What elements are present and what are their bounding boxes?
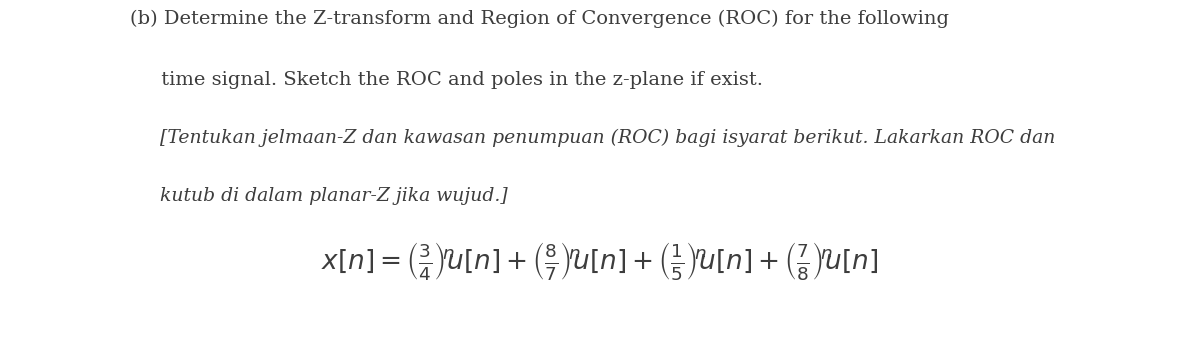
Text: kutub di dalam planar-Z jika wujud.]: kutub di dalam planar-Z jika wujud.] xyxy=(130,187,508,205)
Text: [Tentukan jelmaan-Z dan kawasan penumpuan (ROC) bagi isyarat berikut. Lakarkan R: [Tentukan jelmaan-Z dan kawasan penumpua… xyxy=(130,129,1055,148)
Text: time signal. Sketch the ROC and poles in the z-plane if exist.: time signal. Sketch the ROC and poles in… xyxy=(130,71,763,89)
Text: $x[n] = \left(\frac{3}{4}\right)^{\!n}\!\! u[n] + \left(\frac{8}{7}\right)^{\!n}: $x[n] = \left(\frac{3}{4}\right)^{\!n}\!… xyxy=(322,240,878,282)
Text: (b) Determine the Z-transform and Region of Convergence (ROC) for the following: (b) Determine the Z-transform and Region… xyxy=(130,10,949,29)
